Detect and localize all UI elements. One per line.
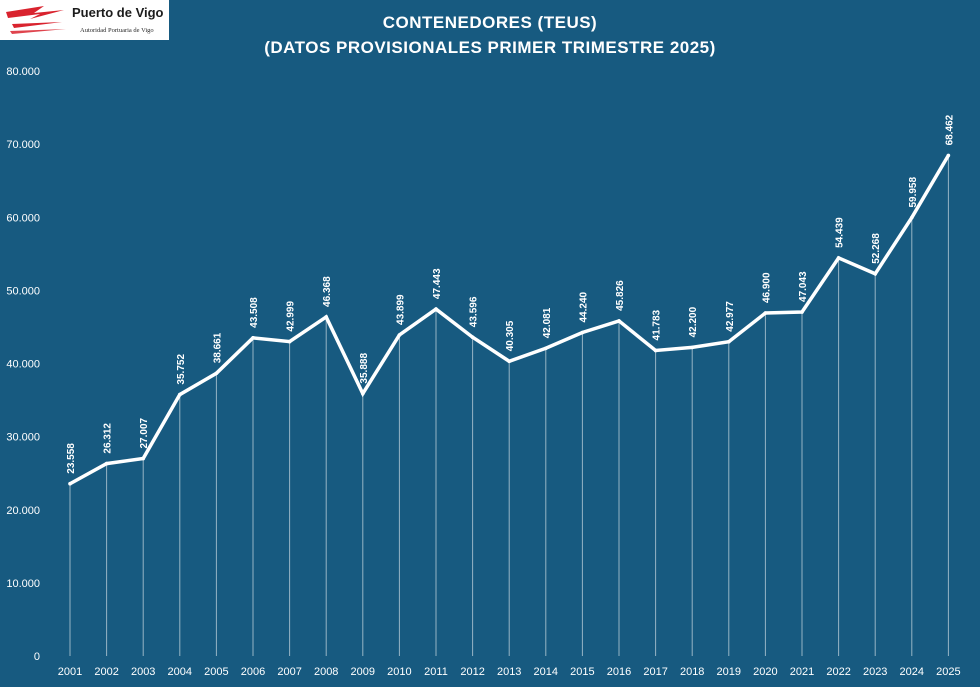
x-tick-label: 2015: [570, 666, 594, 678]
data-label: 43.596: [469, 296, 480, 327]
x-tick-label: 2016: [607, 666, 631, 678]
x-tick-label: 2002: [94, 666, 118, 678]
data-label: 23.558: [66, 443, 77, 474]
data-label: 59.958: [908, 177, 919, 208]
x-tick-label: 2011: [424, 666, 448, 678]
logo-name: Puerto de Vigo: [72, 5, 164, 20]
y-tick-label: 20.000: [6, 505, 40, 517]
x-tick-label: 2010: [387, 666, 411, 678]
data-label: 46.900: [761, 272, 772, 303]
x-tick-label: 2005: [204, 666, 228, 678]
y-tick-label: 40.000: [6, 359, 40, 371]
y-tick-label: 80.000: [6, 66, 40, 78]
data-label: 47.443: [432, 268, 443, 299]
data-point: [946, 153, 951, 158]
data-label: 42.999: [286, 301, 297, 332]
x-tick-label: 2024: [900, 666, 924, 678]
x-tick-label: 2021: [790, 666, 814, 678]
data-label: 40.305: [505, 320, 516, 351]
x-tick-label: 2018: [680, 666, 704, 678]
data-point: [141, 456, 145, 461]
data-point: [910, 215, 914, 220]
x-tick-label: 2019: [717, 666, 741, 678]
x-tick-label: 2008: [314, 666, 338, 678]
data-point: [763, 311, 768, 315]
data-point: [287, 339, 292, 344]
data-label: 45.826: [615, 280, 626, 311]
x-tick-label: 2014: [534, 666, 558, 678]
data-point: [727, 339, 731, 344]
data-point: [178, 392, 182, 397]
logo-subtitle: Autoridad Portuaria de Vigo: [80, 27, 154, 34]
data-point: [580, 330, 585, 335]
data-point: [214, 371, 219, 376]
data-label: 42.081: [542, 307, 553, 338]
data-label: 46.368: [322, 276, 333, 307]
y-tick-label: 70.000: [6, 139, 40, 151]
data-point: [397, 333, 402, 337]
data-point: [361, 391, 365, 396]
x-tick-label: 2022: [826, 666, 850, 678]
x-tick-label: 2007: [277, 666, 301, 678]
x-tick-label: 2025: [936, 666, 960, 678]
data-point: [836, 256, 841, 260]
y-tick-label: 50.000: [6, 285, 40, 297]
data-point: [251, 336, 255, 340]
data-point: [68, 481, 72, 486]
data-label: 35.888: [359, 353, 370, 384]
data-label: 43.899: [395, 294, 406, 325]
chart-title: CONTENEDORES (TEUS): [382, 13, 598, 32]
port-logo: Puerto de Vigo Autoridad Portuaria de Vi…: [0, 0, 169, 40]
data-point: [507, 359, 512, 364]
data-point: [690, 345, 694, 350]
x-tick-label: 2004: [168, 666, 192, 678]
x-tick-label: 2013: [497, 666, 521, 678]
data-point: [544, 346, 548, 351]
data-label: 54.439: [835, 217, 846, 248]
x-tick-label: 2009: [351, 666, 375, 678]
data-point: [104, 461, 109, 466]
data-label: 43.508: [249, 297, 260, 328]
y-tick-label: 0: [34, 651, 40, 663]
y-tick-label: 10.000: [6, 578, 40, 590]
x-tick-label: 2012: [460, 666, 484, 678]
y-tick-label: 60.000: [6, 212, 40, 224]
data-point: [324, 315, 329, 319]
data-label: 26.312: [103, 423, 114, 454]
data-point: [617, 319, 621, 323]
data-point: [800, 310, 804, 314]
data-label: 47.043: [798, 271, 809, 302]
x-tick-label: 2006: [241, 666, 265, 678]
data-label: 42.977: [725, 301, 736, 332]
data-label: 52.268: [871, 233, 882, 264]
port-logo-icon: [6, 6, 66, 34]
data-label: 42.200: [688, 306, 699, 337]
x-tick-label: 2017: [643, 666, 667, 678]
data-point: [434, 307, 438, 311]
y-tick-label: 30.000: [6, 432, 40, 444]
chart-subtitle: (DATOS PROVISIONALES PRIMER TRIMESTRE 20…: [264, 38, 716, 57]
x-tick-label: 2020: [753, 666, 777, 678]
data-label: 44.240: [578, 291, 589, 322]
data-point: [470, 335, 475, 340]
x-tick-label: 2001: [58, 666, 82, 678]
data-label: 68.462: [944, 114, 955, 145]
data-label: 35.752: [176, 354, 187, 385]
x-tick-label: 2003: [131, 666, 155, 678]
data-label: 38.661: [212, 332, 223, 363]
data-point: [653, 348, 658, 353]
data-label: 27.007: [139, 417, 150, 448]
data-label: 41.783: [652, 309, 663, 340]
x-tick-label: 2023: [863, 666, 887, 678]
data-point: [873, 271, 877, 276]
